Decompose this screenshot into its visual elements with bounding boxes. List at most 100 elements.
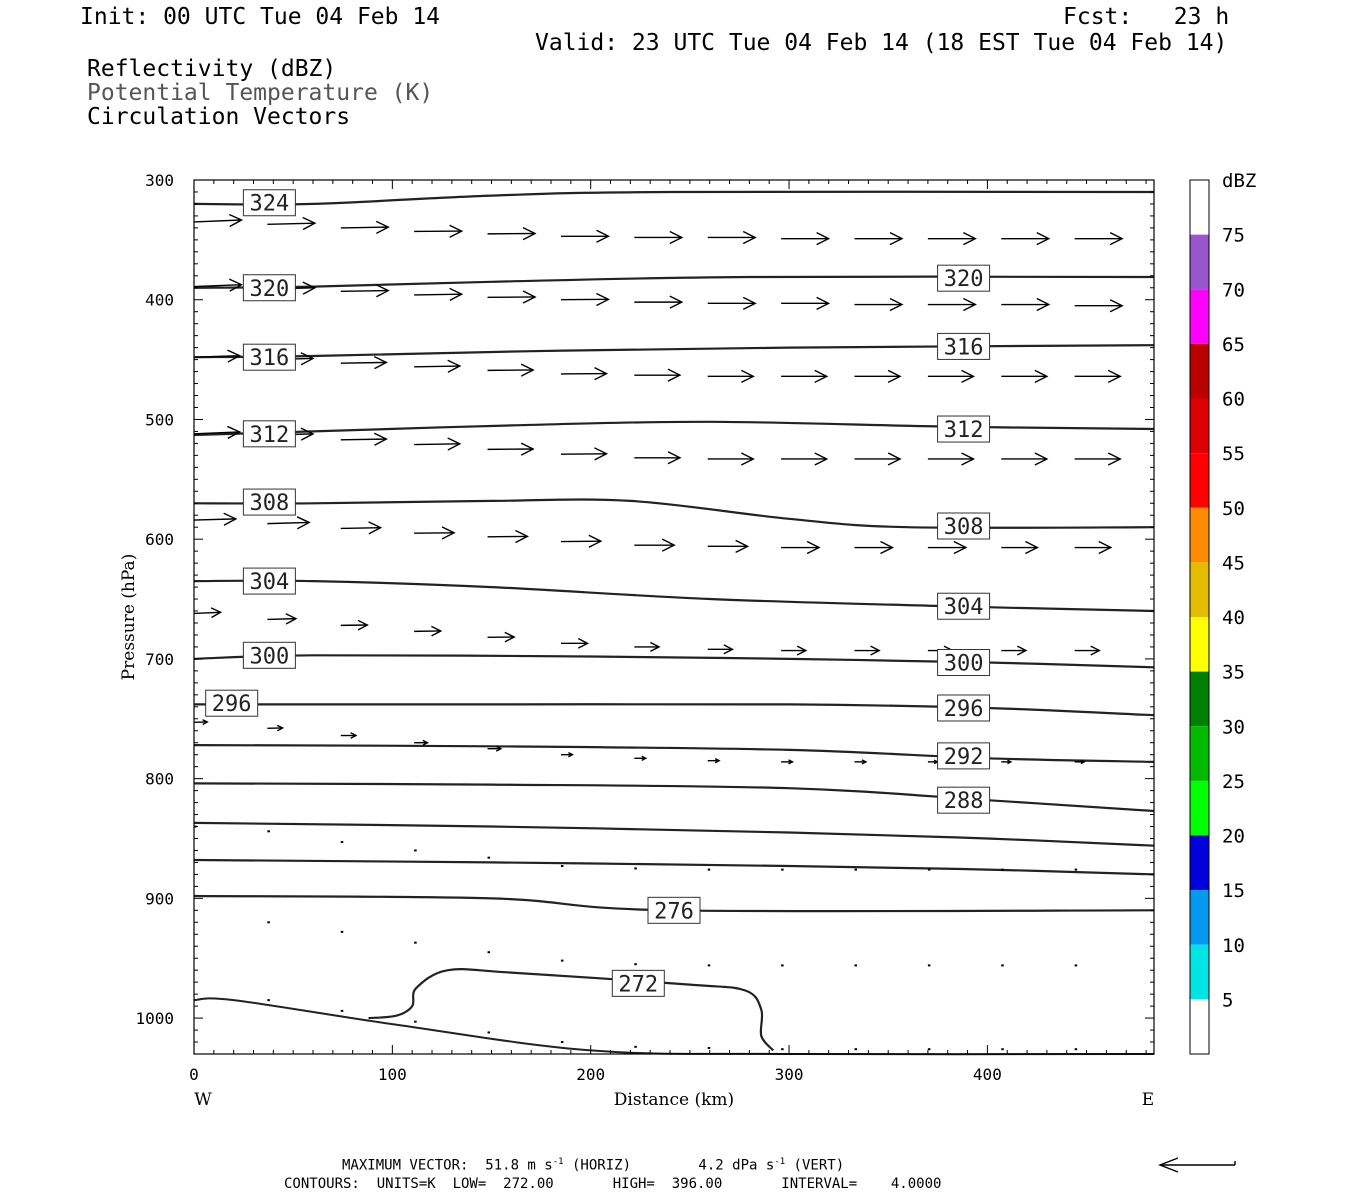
- circulation-vector: [1074, 232, 1124, 246]
- circulation-vector: [634, 538, 676, 552]
- vector-head: [816, 296, 831, 310]
- vector-head: [495, 745, 503, 752]
- vector-head: [596, 292, 611, 307]
- vector-head: [300, 352, 315, 366]
- vector-head: [961, 369, 976, 383]
- circulation-vector: [414, 287, 464, 301]
- contour-label-box: [611, 969, 665, 997]
- isentrope-312: [193, 420, 1155, 437]
- forecast-hour: Fcst: 23 h: [1063, 4, 1230, 30]
- vector-head: [1080, 759, 1086, 765]
- vector-head: [806, 540, 821, 555]
- vector-head: [373, 432, 388, 446]
- circulation-vector: [560, 447, 609, 461]
- x-tick-label: 400: [973, 1065, 1002, 1084]
- vector-head: [515, 529, 530, 544]
- circulation-vector: [560, 229, 611, 243]
- circulation-vector: [1074, 540, 1113, 555]
- vector-head: [285, 613, 298, 625]
- circulation-vector: [781, 369, 829, 383]
- contour-label-box: [937, 648, 991, 676]
- vector-head: [880, 540, 895, 555]
- colorbar-segment: [1190, 398, 1209, 454]
- vector-head: [669, 295, 684, 309]
- isentrope-276: [193, 894, 1155, 913]
- vector-head: [650, 641, 661, 653]
- circulation-vector: [1074, 645, 1101, 656]
- isentrope-280: [193, 858, 1155, 876]
- circulation-vector: [634, 641, 661, 653]
- vector-head: [227, 349, 242, 363]
- vector-head: [202, 719, 209, 726]
- vector-head: [1017, 645, 1028, 656]
- circulation-vector: [193, 213, 244, 228]
- contour-label: 320: [944, 267, 984, 292]
- circulation-vector: [340, 284, 390, 298]
- circulation-vector: [487, 631, 516, 643]
- circulation-vector: [414, 224, 464, 238]
- colorbar-label: 10: [1222, 935, 1245, 957]
- circulation-vector: [854, 297, 904, 312]
- circulation-vector: [1074, 759, 1086, 765]
- variable-reflectivity: Reflectivity (dBZ): [87, 56, 337, 82]
- vector-head: [741, 369, 755, 383]
- circulation-vector: [414, 359, 462, 373]
- circulation-vector: [707, 369, 755, 383]
- x-tick-label: 100: [378, 1065, 407, 1084]
- variable-potential-temperature: Potential Temperature (K): [87, 80, 434, 106]
- vector-head: [723, 644, 734, 655]
- contour-label-box: [242, 488, 296, 516]
- x-tick-label: 200: [576, 1065, 605, 1084]
- vector-head: [1109, 232, 1124, 246]
- vector-head: [520, 442, 535, 456]
- vector-head: [887, 369, 902, 383]
- circulation-vector: [781, 759, 795, 765]
- circulation-vector: [1074, 369, 1122, 383]
- vector-head: [375, 220, 390, 234]
- vector-head: [276, 724, 285, 732]
- colorbar-segment: [1190, 343, 1209, 399]
- contour-label: 312: [944, 418, 984, 443]
- contour-label: 304: [249, 570, 289, 595]
- contour-label: 316: [249, 346, 289, 371]
- vector-head: [861, 759, 868, 765]
- isentrope-292: [193, 744, 1155, 763]
- isentrope-272: [368, 968, 775, 1052]
- contour-label: 292: [944, 745, 984, 770]
- vector-head: [1036, 232, 1051, 246]
- isentrope-316: [193, 344, 1155, 359]
- circulation-vector: [707, 230, 757, 245]
- colorbar-label: 30: [1222, 716, 1245, 738]
- colorbar-label: 5: [1222, 989, 1233, 1011]
- colorbar-label: 50: [1222, 498, 1245, 520]
- vector-head: [887, 452, 902, 466]
- isentrope-308: [193, 498, 1155, 529]
- isentrope-324: [193, 190, 1155, 206]
- vector-head: [302, 281, 317, 295]
- colorbar-segment: [1190, 671, 1209, 727]
- circulation-vector: [634, 230, 684, 245]
- contour-label-box: [242, 274, 296, 302]
- colorbar-segment: [1190, 617, 1209, 672]
- vector-head: [594, 367, 609, 381]
- vector-head: [223, 512, 238, 526]
- x-tick-label: 0: [189, 1065, 199, 1084]
- vector-shaft: [340, 526, 381, 530]
- circulation-vectors: [193, 213, 1124, 1051]
- colorbar-border: [1189, 179, 1210, 1055]
- vector-head: [1107, 452, 1122, 466]
- vector-head: [588, 534, 603, 548]
- vector-head: [1107, 369, 1122, 383]
- circulation-vector: [267, 613, 298, 625]
- isentrope-284: [193, 821, 1155, 847]
- circulation-vector: [781, 232, 831, 246]
- colorbar-segment: [1190, 999, 1209, 1054]
- circulation-vector: [927, 452, 976, 466]
- colorbar-label: 65: [1222, 334, 1245, 356]
- circulation-vector: [927, 369, 976, 383]
- x-right-label: E: [1142, 1090, 1154, 1110]
- terrain: [193, 997, 1155, 1056]
- vector-head: [504, 631, 516, 643]
- circulation-vector: [340, 220, 390, 234]
- circulation-vector: [927, 232, 977, 246]
